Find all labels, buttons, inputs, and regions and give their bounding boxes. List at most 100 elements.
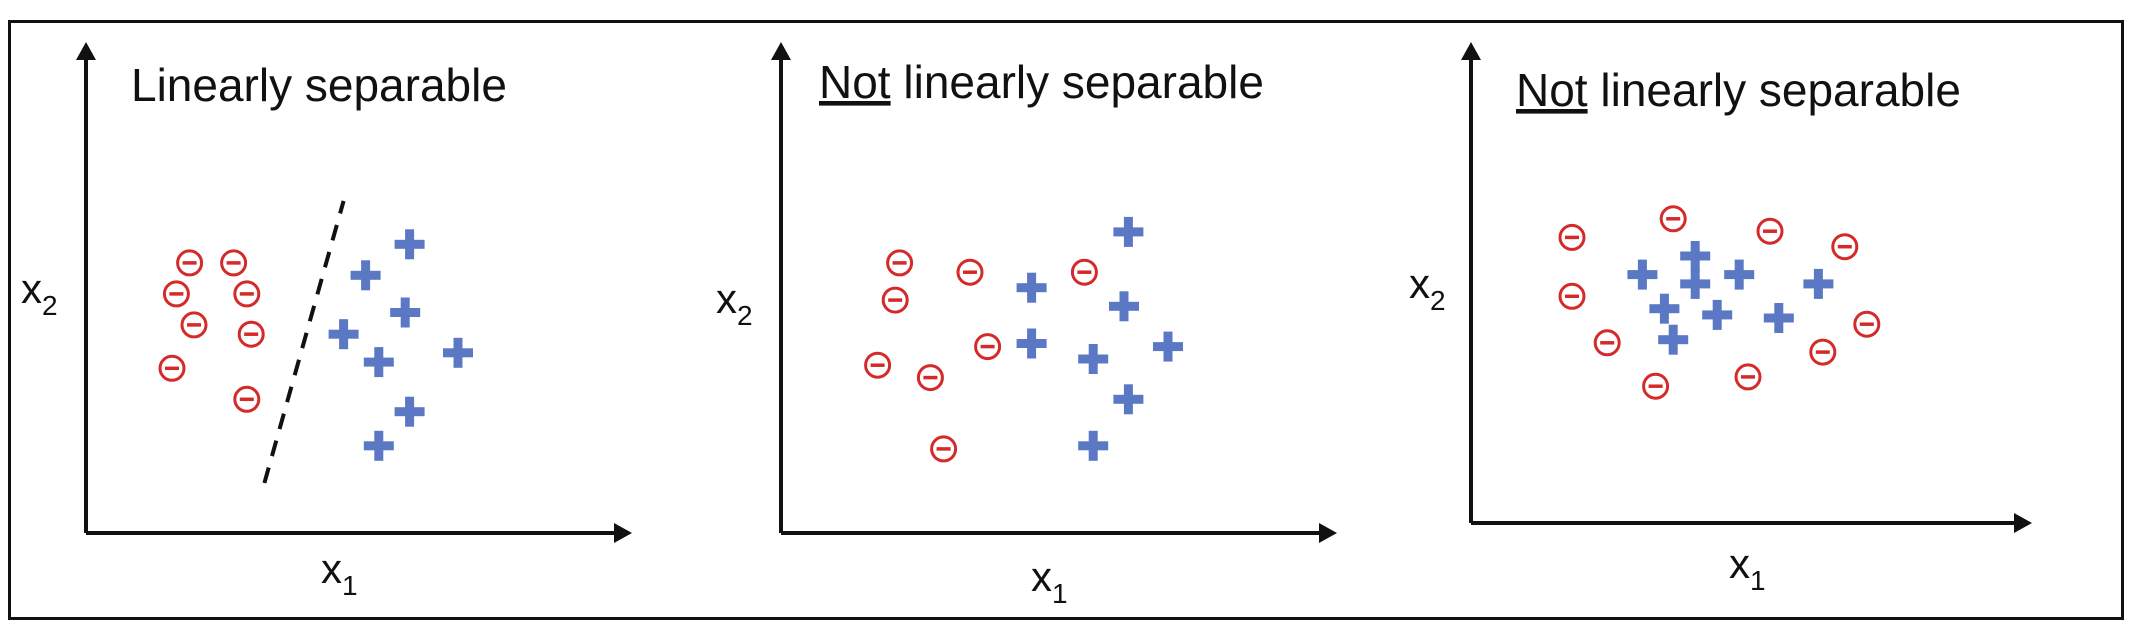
circled-minus-icon-ring — [1831, 233, 1859, 261]
panel-3-positive-point-6 — [1702, 299, 1733, 330]
panel-3-title: Not linearly separable — [1516, 64, 1961, 116]
panel-2-positive-point-4 — [1016, 328, 1047, 359]
panel-3-positive-point-8 — [1763, 303, 1794, 333]
panel-1-positive-point-5 — [363, 347, 394, 378]
panel-3-x-axis-label: x1 — [1729, 540, 1766, 596]
circled-minus-icon-ring — [1734, 363, 1762, 391]
circled-minus-icon-ring — [1558, 223, 1586, 251]
panel-2-negative-point-4 — [881, 286, 909, 314]
panel-2-negative-point-5 — [974, 333, 1002, 361]
circled-minus-icon-ring — [158, 354, 186, 382]
panel-2-negative-point-6 — [864, 351, 892, 379]
panel-3-y-axis-arrowhead-icon — [1461, 42, 1481, 60]
panel-1-title-rest: Linearly separable — [131, 59, 507, 111]
circled-minus-icon-ring — [974, 333, 1002, 361]
panel-3-negative-point-1 — [1558, 223, 1586, 251]
panel-2-negative-point-7 — [916, 364, 944, 392]
panel-3-positive-point-2 — [1627, 259, 1658, 290]
panel-3-positive-point-5 — [1649, 293, 1680, 324]
plus-icon-vertical — [361, 260, 371, 291]
panel-3-title-rest: linearly separable — [1588, 64, 1961, 116]
panel-2-positive-point-8 — [1078, 430, 1109, 461]
circled-minus-icon-ring — [1756, 217, 1784, 245]
circled-minus-icon-ring — [1642, 372, 1670, 400]
panel-1-negative-point-5 — [180, 311, 208, 339]
panel-2-x-axis-label-base: x — [1031, 553, 1052, 600]
panel-2-positive-point-3 — [1109, 291, 1139, 322]
panel-1-positive-point-7 — [394, 396, 425, 427]
circled-minus-icon-ring — [162, 280, 190, 308]
panel-3-x-axis-label-base: x — [1729, 540, 1750, 587]
plus-icon-vertical — [1712, 299, 1722, 330]
circled-minus-icon-ring — [1558, 282, 1586, 310]
panel-3-positive-point-3 — [1680, 268, 1711, 299]
panel-2-x-axis-label-subscript: 1 — [1052, 578, 1068, 609]
plus-icon-vertical — [400, 297, 410, 328]
circled-minus-icon-ring — [233, 385, 261, 413]
panel-1-negative-point-1 — [176, 249, 204, 277]
plus-icon-vertical — [374, 347, 384, 378]
circled-minus-icon-ring — [1659, 205, 1687, 233]
panel-3-negative-point-7 — [1593, 329, 1621, 357]
panel-3-positive-point-7 — [1803, 268, 1834, 299]
figure-frame: Linearly separable x1 x2 Not linearly separ… — [8, 20, 2124, 620]
plus-icon-vertical — [405, 396, 415, 427]
panel-3-y-axis-label-base: x — [1409, 260, 1430, 307]
panel-3-x-axis-label-subscript: 1 — [1750, 565, 1766, 596]
panel-2-title-rest: linearly separable — [891, 56, 1264, 108]
panel-3-negative-point-9 — [1642, 372, 1670, 400]
panel-3-negative-point-5 — [1558, 282, 1586, 310]
panel-1-x-axis-label-base: x — [321, 545, 342, 592]
panel-3-negative-point-3 — [1756, 217, 1784, 245]
plus-icon-vertical — [1690, 268, 1700, 299]
circled-minus-icon-ring — [220, 249, 248, 277]
panel-2-y-axis-label: x2 — [716, 275, 753, 331]
plus-icon-vertical — [1027, 272, 1037, 303]
panel-1-x-axis-arrowhead-icon — [614, 523, 632, 543]
panel-1-negative-point-7 — [158, 354, 186, 382]
panel-1-y-axis-label-subscript: 2 — [42, 290, 58, 321]
circled-minus-icon-ring — [180, 311, 208, 339]
panel-1-negative-point-6 — [237, 320, 265, 348]
plus-icon-vertical — [405, 229, 415, 260]
plus-icon-vertical — [1123, 216, 1133, 247]
panel-2-negative-point-8 — [930, 435, 958, 463]
circled-minus-icon-ring — [956, 258, 984, 286]
circled-minus-icon-ring — [930, 435, 958, 463]
panel-3-negative-point-6 — [1853, 310, 1881, 338]
panel-1-positive-point-1 — [394, 229, 425, 260]
panel-1-y-axis-label: x2 — [21, 265, 58, 321]
panel-2-negative-point-1 — [886, 249, 914, 277]
panel-3-positive-point-1 — [1680, 241, 1711, 271]
panel-1-y-axis-label-base: x — [21, 265, 42, 312]
panel-2-positive-point-5 — [1153, 331, 1183, 362]
panel-2-negative-point-2 — [956, 258, 984, 286]
plus-icon-vertical — [1088, 344, 1098, 374]
panel-3-negative-point-4 — [1831, 233, 1859, 261]
circled-minus-icon-ring — [864, 351, 892, 379]
panel-1-x-axis-label: x1 — [321, 545, 358, 601]
plus-icon-vertical — [1668, 324, 1678, 355]
panel-1-negative-point-2 — [220, 249, 248, 277]
panel-2-negative-point-3 — [1070, 258, 1098, 286]
panel-1-y-axis-arrowhead-icon — [76, 42, 96, 60]
panel-3-positive-point-9 — [1658, 324, 1689, 355]
circled-minus-icon-ring — [916, 364, 944, 392]
panel-2-y-axis-arrowhead-icon — [771, 42, 791, 60]
panel-1-positive-point-4 — [328, 319, 359, 350]
panel-2-x-axis-arrowhead-icon — [1319, 523, 1337, 543]
circled-minus-icon-ring — [886, 249, 914, 277]
panel-2-x-axis-label: x1 — [1031, 553, 1068, 609]
panel-2-positive-point-2 — [1016, 272, 1047, 303]
panel-1-x-axis-label-subscript: 1 — [342, 570, 358, 601]
plus-icon-vertical — [1813, 268, 1823, 299]
plus-icon-vertical — [339, 319, 349, 350]
circled-minus-icon-ring — [1853, 310, 1881, 338]
panel-3-y-axis-label: x2 — [1409, 260, 1446, 316]
panel-1-negative-point-8 — [233, 385, 261, 413]
panel-1-negative-point-4 — [233, 280, 261, 308]
panel-2-title: Not linearly separable — [819, 56, 1264, 108]
panel-1-positive-point-8 — [363, 430, 394, 461]
plus-icon-vertical — [1734, 259, 1744, 290]
panel-3-y-axis-label-subscript: 2 — [1430, 285, 1446, 316]
